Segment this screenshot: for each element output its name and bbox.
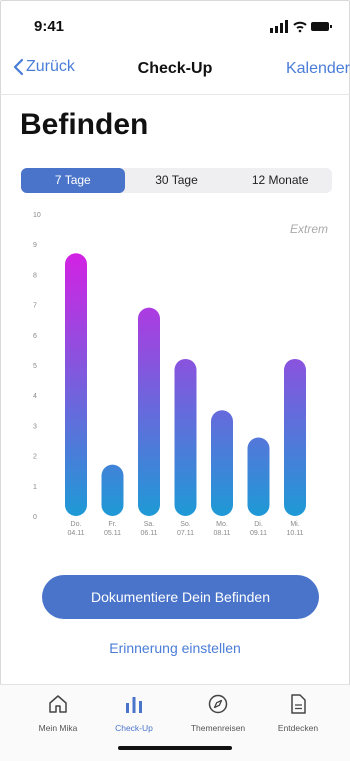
tab-label: Check-Up: [115, 723, 153, 733]
bar-chart-icon: [126, 697, 142, 713]
bar-6: [247, 437, 270, 516]
signal-icon: [270, 20, 288, 33]
y-tick-label: 5: [33, 363, 37, 370]
status-time: 9:41: [34, 18, 65, 35]
nav-divider: [0, 94, 350, 95]
x-date-label: 06.11: [141, 530, 158, 537]
home-icon: [49, 695, 67, 713]
document-mood-button[interactable]: Dokumentiere Dein Befinden: [42, 575, 319, 619]
status-bar: 9:41: [0, 0, 350, 50]
befinden-chart: 0 1 2 3 4 5 6 7 8 9 10 Extrem Do. 04.11 Fr. 05.11 Sa. 06.…: [33, 212, 328, 537]
tab-label: Themenreisen: [190, 723, 246, 733]
y-tick-label: 7: [33, 303, 37, 310]
tab-entdecken[interactable]: Entdecken: [258, 693, 338, 733]
tab-check-up[interactable]: Check-Up: [94, 693, 174, 733]
navigation-bar: Zurück Check-Up Kalender: [0, 58, 350, 84]
x-day-label: Do.: [71, 521, 82, 528]
annotation-extrem: Extrem: [290, 222, 328, 236]
x-day-label: Fr.: [108, 521, 116, 528]
back-button[interactable]: Zurück: [12, 58, 75, 76]
bar-3: [138, 307, 160, 516]
chevron-left-icon: [13, 58, 24, 76]
tab-mein-mika[interactable]: Mein Mika: [18, 693, 98, 733]
compass-icon: [208, 694, 228, 714]
home-indicator: [118, 746, 232, 750]
period-segmented-control: 7 Tage 30 Tage 12 Monate: [21, 168, 332, 193]
calendar-button[interactable]: Kalender: [285, 60, 350, 77]
y-tick-label: 8: [33, 272, 37, 279]
bar-1: [65, 253, 87, 516]
x-date-label: 10.11: [287, 530, 304, 537]
bar-2: [101, 464, 124, 516]
y-tick-label: 3: [33, 423, 37, 430]
y-tick-label: 6: [33, 333, 37, 340]
wifi-icon: [293, 21, 307, 33]
y-tick-label: 2: [33, 454, 37, 461]
bar-5: [211, 410, 233, 516]
x-day-label: Di.: [254, 521, 263, 528]
x-date-label: 08.11: [214, 530, 231, 537]
segment-12-monate[interactable]: 12 Monate: [251, 173, 309, 187]
segment-7-tage[interactable]: 7 Tage: [21, 168, 125, 193]
x-day-label: Mi.: [290, 521, 299, 528]
y-tick-label: 9: [33, 242, 37, 249]
bar-7: [284, 358, 306, 516]
x-date-label: 07.11: [177, 530, 194, 537]
document-icon: [291, 694, 306, 714]
x-date-label: 09.11: [250, 530, 267, 537]
page-title: Befinden: [20, 108, 149, 141]
x-day-label: Sa.: [144, 521, 155, 528]
tab-label: Entdecken: [277, 723, 319, 733]
x-day-label: Mo.: [216, 521, 228, 528]
tab-bar: Mein Mika Check-Up Themenreisen Entdecke…: [0, 684, 350, 761]
segment-30-tage[interactable]: 30 Tage: [155, 173, 198, 187]
y-tick-label: 0: [33, 514, 37, 521]
bar-4: [174, 358, 197, 516]
tab-themenreisen[interactable]: Themenreisen: [178, 693, 258, 733]
x-date-label: 05.11: [104, 530, 121, 537]
y-tick-label: 10: [33, 212, 41, 219]
status-icons: [270, 20, 332, 33]
x-day-label: So.: [180, 521, 191, 528]
back-label: Zurück: [26, 58, 75, 75]
nav-title: Check-Up: [137, 60, 213, 77]
tab-label: Mein Mika: [38, 723, 78, 733]
y-tick-label: 4: [33, 393, 37, 400]
set-reminder-link[interactable]: Erinnerung einstellen: [109, 640, 241, 656]
battery-icon: [311, 22, 332, 31]
x-date-label: 04.11: [68, 530, 85, 537]
y-tick-label: 1: [33, 484, 37, 491]
